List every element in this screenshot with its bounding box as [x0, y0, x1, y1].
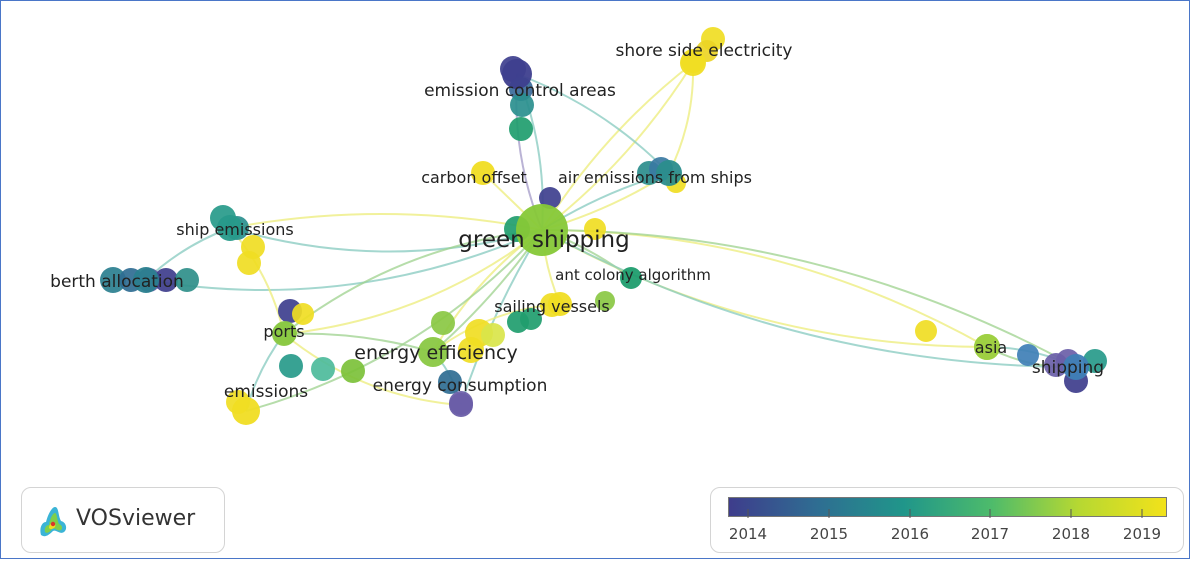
keyword-bubble[interactable] — [279, 354, 303, 378]
keyword-bubble[interactable] — [915, 320, 937, 342]
term-label-emissions[interactable]: emissions — [224, 382, 308, 402]
scale-tick-label: 2018 — [1041, 525, 1101, 543]
vosviewer-brand-panel: VOSviewer — [21, 487, 225, 553]
year-color-scale: 2014 2015 2016 2017 2018 2019 — [710, 487, 1184, 553]
term-label-sailing-vessels[interactable]: sailing vessels — [494, 297, 609, 316]
scale-tick-marks — [711, 488, 1185, 528]
keyword-bubble[interactable] — [509, 117, 533, 141]
term-label-shipping[interactable]: shipping — [1032, 358, 1104, 378]
term-node-energy-consumption[interactable] — [449, 393, 473, 417]
scale-tick-label: 2015 — [799, 525, 859, 543]
keyword-bubble[interactable] — [311, 357, 335, 381]
term-label-berth-allocation[interactable]: berth allocation — [50, 272, 184, 292]
term-label-green-shipping[interactable]: green shipping — [458, 227, 629, 253]
term-label-asia[interactable]: asia — [975, 338, 1007, 357]
scale-tick-label: 2016 — [880, 525, 940, 543]
scale-tick-label: 2014 — [718, 525, 778, 543]
term-label-shore-side-electricity[interactable]: shore side electricity — [616, 41, 793, 61]
term-label-ports[interactable]: ports — [263, 322, 304, 341]
term-label-carbon-offset[interactable]: carbon offset — [421, 168, 527, 187]
term-label-energy-consumption[interactable]: energy consumption — [373, 376, 548, 396]
term-label-energy-efficiency[interactable]: energy efficiency — [354, 342, 517, 364]
vosviewer-brand-name: VOSviewer — [76, 506, 195, 531]
keyword-bubble[interactable] — [431, 311, 455, 335]
vosviewer-logo-icon — [36, 502, 70, 538]
keyword-bubble[interactable] — [237, 251, 261, 275]
term-label-ant-colony-algorithm[interactable]: ant colony algorithm — [555, 266, 711, 284]
term-label-air-emissions-from-ships[interactable]: air emissions from ships — [558, 168, 752, 187]
scale-tick-label: 2019 — [1112, 525, 1172, 543]
term-label-emission-control-areas[interactable]: emission control areas — [424, 81, 616, 101]
scale-tick-label: 2017 — [960, 525, 1020, 543]
term-label-ship-emissions[interactable]: ship emissions — [176, 220, 293, 239]
